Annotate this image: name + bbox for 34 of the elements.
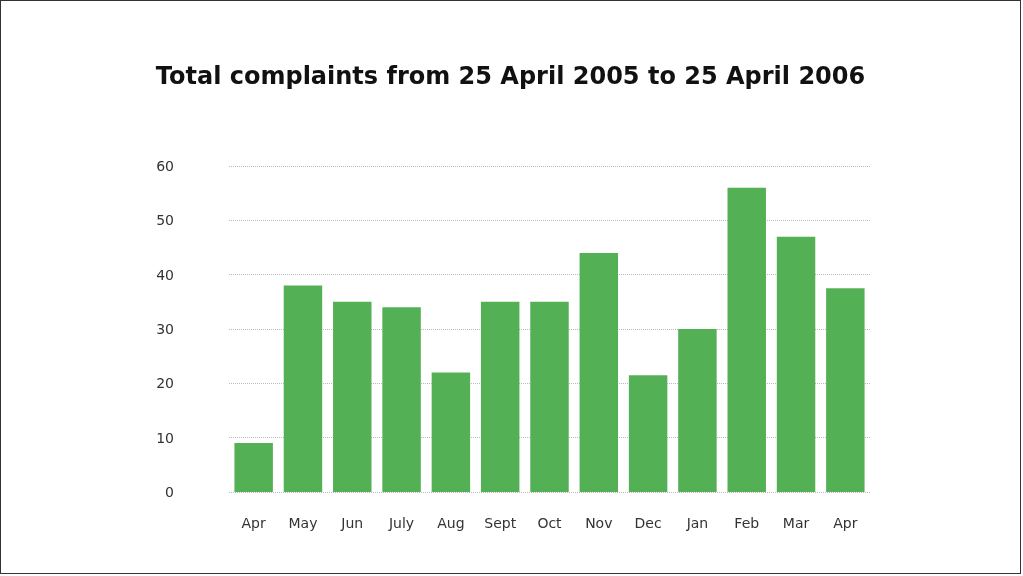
x-tick-label: May	[288, 515, 318, 531]
x-tick-label: Nov	[585, 515, 613, 531]
x-tick-label: Jun	[340, 515, 364, 531]
bar	[826, 288, 865, 492]
bar	[431, 372, 471, 492]
x-tick-label: Mar	[782, 515, 810, 531]
y-tick-label: 50	[156, 212, 174, 229]
chart-title: Total complaints from 25 April 2005 to 25 April 2006	[155, 62, 866, 90]
y-tick-label: 20	[156, 375, 174, 392]
y-tick-label: 40	[156, 266, 174, 283]
bar	[530, 301, 569, 492]
y-tick-label: 10	[156, 429, 174, 446]
bar	[579, 252, 619, 492]
bar	[628, 375, 668, 492]
x-tick-label: Aug	[437, 515, 465, 531]
x-tick-label: Apr	[833, 515, 858, 531]
bar	[382, 307, 421, 492]
x-tick-label: Jan	[685, 515, 709, 531]
x-tick-label: Sept	[484, 515, 517, 531]
bar	[234, 443, 273, 492]
x-tick-label: July	[387, 515, 415, 531]
y-tick-label: 60	[156, 158, 174, 174]
bar	[776, 236, 816, 492]
bar	[333, 301, 372, 492]
x-tick-label: Oct	[537, 515, 563, 531]
bar	[283, 285, 323, 492]
bar	[480, 301, 520, 492]
bar	[678, 329, 717, 492]
bar	[727, 187, 766, 492]
y-tick-label: 30	[156, 321, 174, 337]
y-tick-label: 0	[165, 484, 174, 500]
x-tick-label: Feb	[734, 515, 760, 531]
x-tick-label: Apr	[241, 515, 266, 531]
x-tick-label: Dec	[634, 515, 662, 531]
